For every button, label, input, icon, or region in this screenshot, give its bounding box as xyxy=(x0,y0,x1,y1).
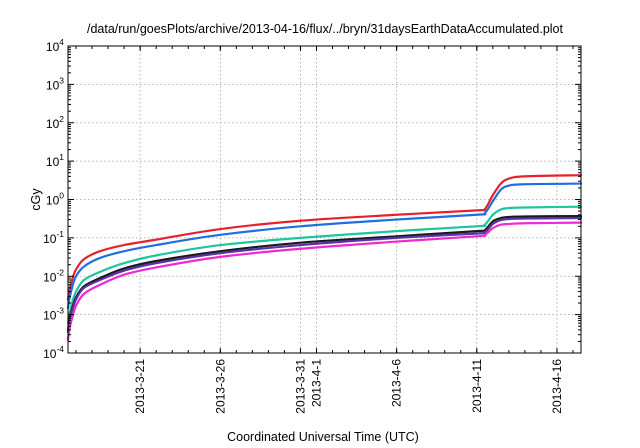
series-line-5 xyxy=(66,216,583,334)
x-tick-label: 2013-4-11 xyxy=(470,359,484,413)
series-line-4 xyxy=(66,214,583,331)
x-tick-label: 2013-4-1 xyxy=(309,359,323,407)
y-tick-label: 10-3 xyxy=(43,306,64,323)
y-tick-label: 10-2 xyxy=(43,267,64,284)
series-line-1 xyxy=(66,174,583,301)
x-axis-label: Coordinated Universal Time (UTC) xyxy=(227,430,419,444)
x-tick-label: 2013-4-6 xyxy=(390,359,404,407)
series-line-6 xyxy=(66,221,583,341)
y-tick-label: 10-1 xyxy=(43,229,64,246)
y-axis-label: cGy xyxy=(29,188,43,211)
y-tick-label: 103 xyxy=(46,75,64,92)
gridlines xyxy=(68,46,581,353)
y-tick-label: 101 xyxy=(46,152,64,169)
y-tick-labels: 10-4 10-3 10-2 10-1 100 101 102 103 104 xyxy=(43,37,64,361)
x-tick-label: 2013-3-21 xyxy=(133,359,147,414)
y-tick-label: 104 xyxy=(46,37,64,54)
series-line-3 xyxy=(66,205,583,325)
x-tick-label: 2013-3-26 xyxy=(213,359,227,414)
x-tick-label: 2013-3-31 xyxy=(293,359,307,414)
chart-title: /data/run/goesPlots/archive/2013-04-16/f… xyxy=(87,22,563,36)
tick-marks xyxy=(68,45,581,354)
y-tick-label: 102 xyxy=(46,114,64,131)
series-line-2 xyxy=(66,182,583,309)
y-tick-label: 100 xyxy=(46,191,64,208)
y-tick-label: 10-4 xyxy=(43,344,64,361)
series-layer xyxy=(66,174,583,341)
x-tick-labels: 2013-3-21 2013-3-26 2013-3-31 2013-4-1 2013-… xyxy=(133,359,564,414)
x-tick-label: 2013-4-16 xyxy=(550,359,564,414)
